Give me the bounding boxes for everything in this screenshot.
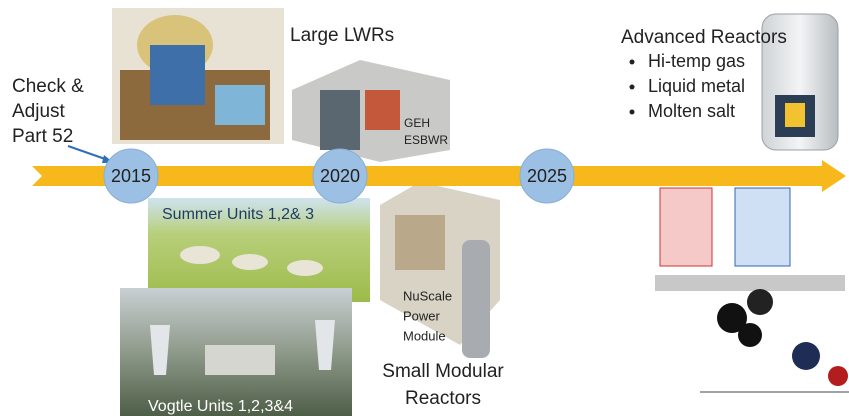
summer-caption: Summer Units 1,2& 3 — [162, 206, 314, 223]
year-label: 2020 — [320, 166, 360, 186]
ap1000-image — [112, 8, 284, 144]
smr-label: Small Modular — [382, 361, 504, 382]
vogtle-image — [120, 288, 352, 416]
vogtle-caption: Vogtle Units 1,2,3&4 — [148, 398, 293, 415]
year-label: 2025 — [527, 166, 567, 186]
check-line: Adjust — [12, 101, 66, 122]
loop-diagram-image — [655, 188, 845, 291]
year-label: 2015 — [111, 166, 151, 186]
bullet-dot — [630, 110, 635, 115]
esbwr-label: GEH — [404, 116, 430, 130]
nuscale-label: Module — [403, 328, 446, 343]
advanced-bullets: Hi-temp gas Liquid metal Molten salt — [630, 51, 746, 121]
check-line: Part 52 — [12, 126, 73, 147]
advanced-title: Advanced Reactors — [621, 27, 787, 48]
bullet-dot — [630, 85, 635, 90]
fuel-image — [700, 289, 849, 392]
check-line: Check & — [12, 76, 84, 97]
large-lwrs-title: Large LWRs — [290, 25, 394, 46]
pointer-arrow — [68, 146, 108, 160]
esbwr-label: ESBWR — [404, 133, 448, 147]
timeline-slide: 2015 2020 2025 Check & Adjust Part 52 Larg… — [0, 0, 849, 416]
nuscale-label: NuScale — [403, 288, 452, 303]
bullet-text: Liquid metal — [648, 76, 745, 96]
smr-label: Reactors — [405, 388, 481, 409]
bullet-dot — [630, 60, 635, 65]
bullet-text: Hi-temp gas — [648, 51, 745, 71]
nuscale-label: Power — [403, 308, 441, 323]
bullet-text: Molten salt — [648, 101, 735, 121]
